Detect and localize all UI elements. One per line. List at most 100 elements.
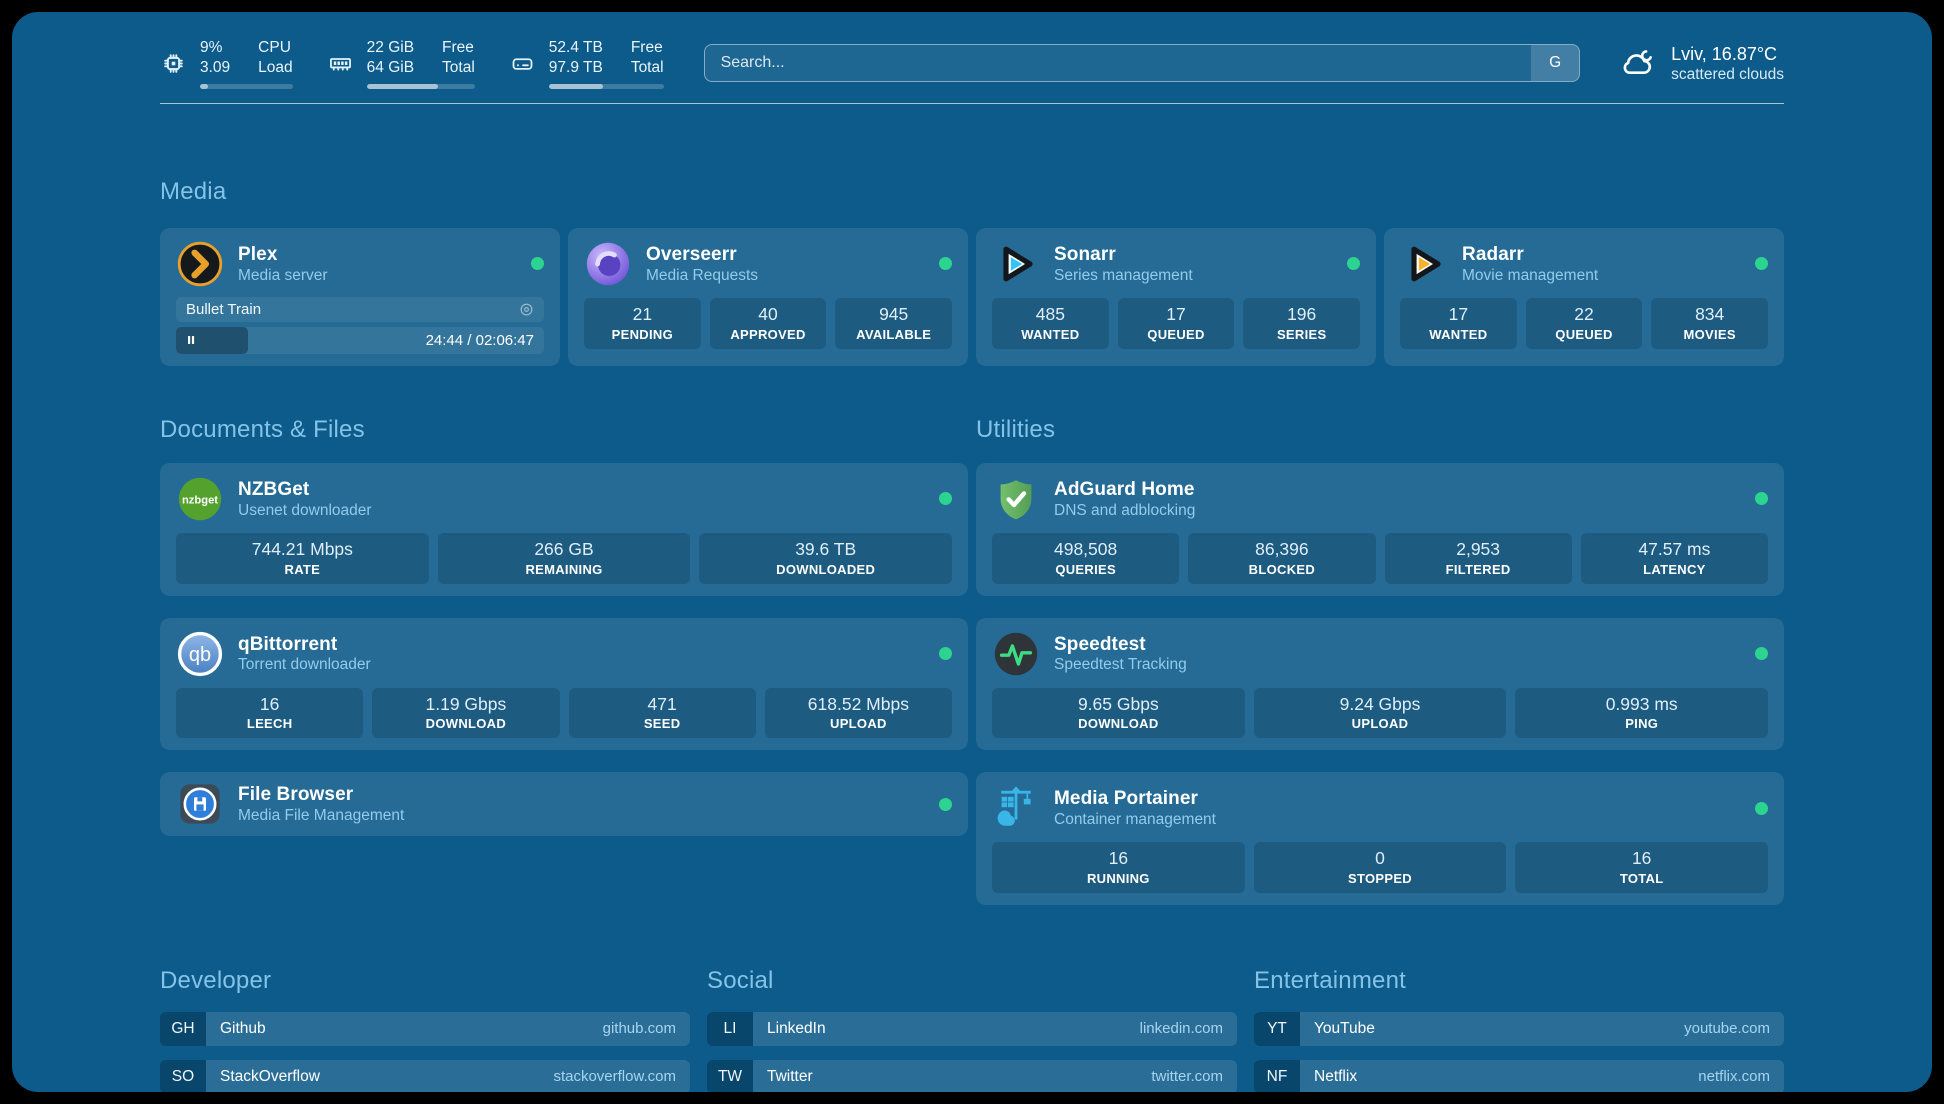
stat-label: TOTAL xyxy=(1619,870,1664,886)
stat-label: PENDING xyxy=(611,326,673,342)
bookmark-group-entertainment: Entertainment YT YouTube youtube.com NF … xyxy=(1254,967,1784,1092)
stat-box: 834 MOVIES xyxy=(1651,297,1769,349)
bookmark-netflix[interactable]: NF Netflix netflix.com xyxy=(1254,1059,1784,1092)
scattered-clouds-night-icon xyxy=(1623,50,1653,75)
bookmark-group-social: Social LI LinkedIn linkedin.com TW Twitt… xyxy=(707,967,1237,1092)
stat-box: 471 SEED xyxy=(568,687,756,739)
disk-labels: Free Total xyxy=(631,38,664,79)
stat-box: 17 WANTED xyxy=(1400,297,1517,349)
filebrowser-icon xyxy=(176,780,224,828)
service-name: qBittorrent xyxy=(238,633,338,655)
service-card-sonarr[interactable]: Sonarr Series management 485 WANTED 17 Q… xyxy=(976,227,1376,366)
stat-box: 40 APPROVED xyxy=(709,297,827,349)
service-card-nzbget[interactable]: nzbget NZBGet Usenet downloader 744.21 M… xyxy=(160,462,968,596)
disk-stat: 52.4 TB 97.9 TB Free Total xyxy=(509,38,664,89)
stat-label: DOWNLOADED xyxy=(776,561,876,577)
status-dot-online xyxy=(1347,257,1360,271)
stat-box: 17 QUEUED xyxy=(1117,297,1235,349)
service-card-adguard[interactable]: AdGuard Home DNS and adblocking 498,508 … xyxy=(976,462,1784,596)
stat-label: SEED xyxy=(643,716,681,732)
section-title-developer: Developer xyxy=(160,966,272,994)
memory-values: 22 GiB 64 GiB xyxy=(367,38,414,79)
section-title-utilities: Utilities xyxy=(976,415,1056,443)
search-box: G xyxy=(703,44,1581,83)
adguard-icon xyxy=(992,475,1040,523)
svg-text:qb: qb xyxy=(189,643,211,665)
section-title-entertainment: Entertainment xyxy=(1254,966,1407,994)
bookmark-name: LinkedIn xyxy=(767,1019,826,1037)
section-title-media: Media xyxy=(160,177,227,205)
load-label: Load xyxy=(258,59,293,77)
bookmark-url: stackoverflow.com xyxy=(553,1068,676,1086)
service-name: Speedtest xyxy=(1054,633,1146,655)
stat-value: 22 xyxy=(1574,303,1594,324)
stat-box: 744.21 Mbps RATE xyxy=(176,532,429,584)
bookmark-abbr: SO xyxy=(160,1059,206,1092)
memory-stat: 22 GiB 64 GiB Free Total xyxy=(327,38,475,89)
service-card-speedtest[interactable]: Speedtest Speedtest Tracking 9.65 Gbps D… xyxy=(976,617,1784,751)
search-input[interactable] xyxy=(703,44,1581,83)
free-label: Free xyxy=(442,39,474,56)
bookmark-name: Netflix xyxy=(1314,1067,1358,1085)
stat-label: UPLOAD xyxy=(830,716,887,732)
sonarr-icon xyxy=(992,240,1040,288)
service-card-radarr[interactable]: Radarr Movie management 17 WANTED 22 QUE… xyxy=(1384,227,1784,366)
stat-value: 498,508 xyxy=(1053,538,1118,559)
bookmark-abbr: YT xyxy=(1254,1011,1300,1046)
stat-box: 16 TOTAL xyxy=(1515,842,1769,893)
disk-total: 97.9 TB xyxy=(548,59,603,77)
cpu-values: 9% 3.09 xyxy=(200,38,230,79)
stat-value: 9.65 Gbps xyxy=(1077,693,1159,714)
cpu-load: 3.09 xyxy=(200,59,231,77)
stat-box: 618.52 Mbps UPLOAD xyxy=(764,687,952,739)
bookmark-url: linkedin.com xyxy=(1139,1020,1223,1038)
search-provider-button[interactable]: G xyxy=(1531,45,1580,82)
bookmark-url: twitter.com xyxy=(1151,1068,1223,1086)
stat-value: 1.19 Gbps xyxy=(425,693,507,714)
stat-value: 17 xyxy=(1448,303,1469,324)
bookmark-abbr: TW xyxy=(707,1059,753,1092)
cpu-label: CPU xyxy=(258,39,291,56)
cpu-usage: 9% xyxy=(200,39,223,56)
service-card-portainer[interactable]: Media Portainer Container management 16 … xyxy=(976,772,1784,905)
section-title-documents: Documents & Files xyxy=(160,415,365,443)
status-dot-online xyxy=(1755,647,1768,661)
bookmark-stackoverflow[interactable]: SO StackOverflow stackoverflow.com xyxy=(160,1059,690,1092)
memory-icon xyxy=(329,58,351,71)
stat-value: 196 xyxy=(1287,303,1317,324)
stat-label: FILTERED xyxy=(1445,561,1511,577)
bookmark-twitter[interactable]: TW Twitter twitter.com xyxy=(707,1059,1237,1092)
stat-box: 196 SERIES xyxy=(1243,297,1361,349)
bookmark-url: netflix.com xyxy=(1698,1068,1770,1086)
service-subtitle: DNS and adblocking xyxy=(1054,501,1196,519)
stat-value: 16 xyxy=(1108,848,1129,869)
total-label: Total xyxy=(442,59,475,77)
service-card-overseerr[interactable]: Overseerr Media Requests 21 PENDING 40 A… xyxy=(568,227,968,366)
now-playing-progress-fill xyxy=(176,326,248,354)
bookmark-name: StackOverflow xyxy=(220,1067,320,1085)
stat-box: 21 PENDING xyxy=(584,297,701,349)
top-bar: 9% 3.09 CPU Load xyxy=(160,38,1784,89)
bookmark-linkedin[interactable]: LI LinkedIn linkedin.com xyxy=(707,1011,1237,1046)
memory-labels: Free Total xyxy=(442,38,475,79)
stat-box: 0 STOPPED xyxy=(1253,842,1507,893)
disk-icon xyxy=(512,58,533,70)
stat-label: QUEUED xyxy=(1555,326,1613,342)
stat-value: 266 GB xyxy=(534,538,594,559)
stat-box: 266 GB REMAINING xyxy=(437,532,691,584)
service-card-plex[interactable]: Plex Media server Bullet Train xyxy=(160,227,560,366)
service-card-qbittorrent[interactable]: qb qBittorrent Torrent downloader 16 LEE… xyxy=(160,617,968,751)
stat-box: 39.6 TB DOWNLOADED xyxy=(699,532,953,584)
stat-value: 0.993 ms xyxy=(1605,693,1678,714)
stat-box: 9.65 Gbps DOWNLOAD xyxy=(992,687,1245,739)
stat-label: LEECH xyxy=(246,716,293,732)
portainer-icon xyxy=(992,784,1040,832)
stat-label: RUNNING xyxy=(1086,870,1150,886)
bookmark-youtube[interactable]: YT YouTube youtube.com xyxy=(1254,1011,1784,1046)
stat-box: 86,396 BLOCKED xyxy=(1188,532,1376,584)
stat-value: 0 xyxy=(1375,848,1385,869)
bookmark-github[interactable]: GH Github github.com xyxy=(160,1011,690,1046)
service-card-filebrowser[interactable]: File Browser Media File Management xyxy=(160,772,968,837)
weather-location-temp: Lviv, 16.87°C xyxy=(1671,43,1778,64)
bookmark-abbr: GH xyxy=(160,1011,206,1046)
